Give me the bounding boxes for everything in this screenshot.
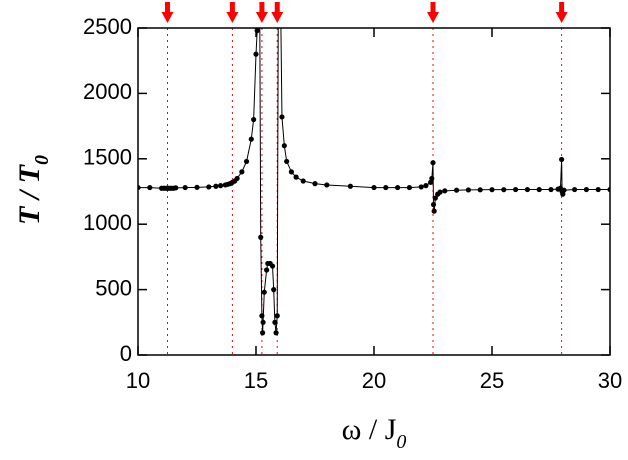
data-point bbox=[501, 187, 507, 193]
data-point bbox=[583, 186, 590, 193]
data-point bbox=[206, 184, 212, 190]
y-tick-label: 2500 bbox=[83, 14, 132, 39]
y-label-sub: 0 bbox=[31, 155, 53, 165]
marker-arrow bbox=[555, 2, 568, 23]
x-tick-label: 15 bbox=[244, 368, 268, 393]
data-point bbox=[548, 186, 554, 193]
data-point bbox=[271, 287, 277, 293]
data-point bbox=[383, 184, 389, 191]
data-point bbox=[454, 187, 460, 193]
y-label-main: T / T bbox=[13, 163, 46, 225]
y-tick-label: 500 bbox=[95, 275, 132, 300]
data-point bbox=[418, 184, 424, 190]
data-point bbox=[260, 330, 266, 336]
data-point bbox=[431, 208, 437, 214]
data-point bbox=[259, 313, 265, 319]
data-point bbox=[258, 234, 264, 240]
data-point bbox=[312, 181, 318, 187]
data-point bbox=[239, 169, 245, 175]
y-tick-label: 1500 bbox=[83, 145, 132, 170]
x-tick-label: 10 bbox=[126, 368, 150, 393]
data-point bbox=[513, 186, 519, 193]
data-point bbox=[524, 186, 531, 193]
data-point bbox=[260, 319, 266, 325]
data-point bbox=[218, 183, 224, 189]
data-point bbox=[288, 169, 294, 175]
data-point bbox=[442, 188, 448, 194]
data-point bbox=[406, 184, 412, 191]
data-point bbox=[465, 187, 471, 193]
data-point bbox=[138, 184, 141, 191]
data-point bbox=[559, 156, 565, 163]
data-point bbox=[477, 187, 483, 193]
data-point bbox=[248, 136, 254, 142]
marker-arrow bbox=[255, 2, 268, 23]
x-axis-label: ω / J0 bbox=[342, 413, 407, 453]
data-point bbox=[269, 263, 276, 269]
data-point bbox=[173, 185, 179, 191]
y-axis-label: T / T0 bbox=[13, 155, 53, 225]
plot-area bbox=[138, 28, 610, 336]
data-point bbox=[213, 183, 219, 189]
data-point bbox=[324, 182, 330, 188]
data-point bbox=[430, 160, 436, 166]
marker-arrow bbox=[226, 2, 239, 23]
data-point bbox=[274, 313, 280, 319]
data-point bbox=[251, 116, 257, 123]
data-point bbox=[182, 184, 188, 191]
data-point bbox=[560, 191, 566, 197]
data-point bbox=[489, 187, 495, 193]
data-line bbox=[138, 28, 610, 333]
y-tick-label: 2000 bbox=[83, 79, 132, 104]
data-point bbox=[429, 175, 435, 182]
data-point bbox=[243, 158, 250, 165]
data-point bbox=[347, 183, 353, 189]
data-point bbox=[437, 189, 443, 195]
data-point bbox=[536, 186, 542, 193]
data-point bbox=[430, 201, 437, 208]
x-tick-label: 25 bbox=[480, 368, 504, 393]
data-point bbox=[234, 175, 240, 182]
data-point bbox=[253, 51, 259, 57]
marker-arrow bbox=[271, 2, 284, 23]
data-point bbox=[607, 186, 610, 193]
data-point bbox=[300, 178, 306, 184]
x-label-sub: 0 bbox=[396, 431, 406, 453]
data-point bbox=[428, 179, 434, 185]
data-point bbox=[281, 143, 287, 149]
data-point bbox=[147, 184, 153, 191]
data-point bbox=[279, 114, 285, 120]
data-point bbox=[371, 184, 377, 191]
data-point bbox=[595, 186, 601, 193]
data-point bbox=[254, 28, 260, 34]
x-label-main: ω / J bbox=[342, 413, 397, 446]
data-point bbox=[273, 330, 279, 336]
data-point bbox=[423, 183, 429, 189]
marker-arrow bbox=[161, 2, 174, 23]
data-point bbox=[572, 186, 578, 193]
data-point bbox=[264, 267, 270, 273]
data-point bbox=[395, 184, 401, 191]
data-point bbox=[261, 289, 267, 295]
x-tick-label: 30 bbox=[598, 368, 622, 393]
marker-arrow bbox=[427, 2, 439, 23]
data-point bbox=[284, 158, 290, 165]
data-point bbox=[432, 195, 438, 201]
data-point bbox=[561, 187, 567, 193]
y-tick-label: 0 bbox=[120, 341, 132, 366]
data-point bbox=[293, 174, 299, 180]
data-point bbox=[194, 184, 200, 190]
data-point bbox=[272, 319, 278, 325]
x-tick-label: 20 bbox=[362, 368, 386, 393]
y-tick-label: 1000 bbox=[83, 210, 132, 235]
